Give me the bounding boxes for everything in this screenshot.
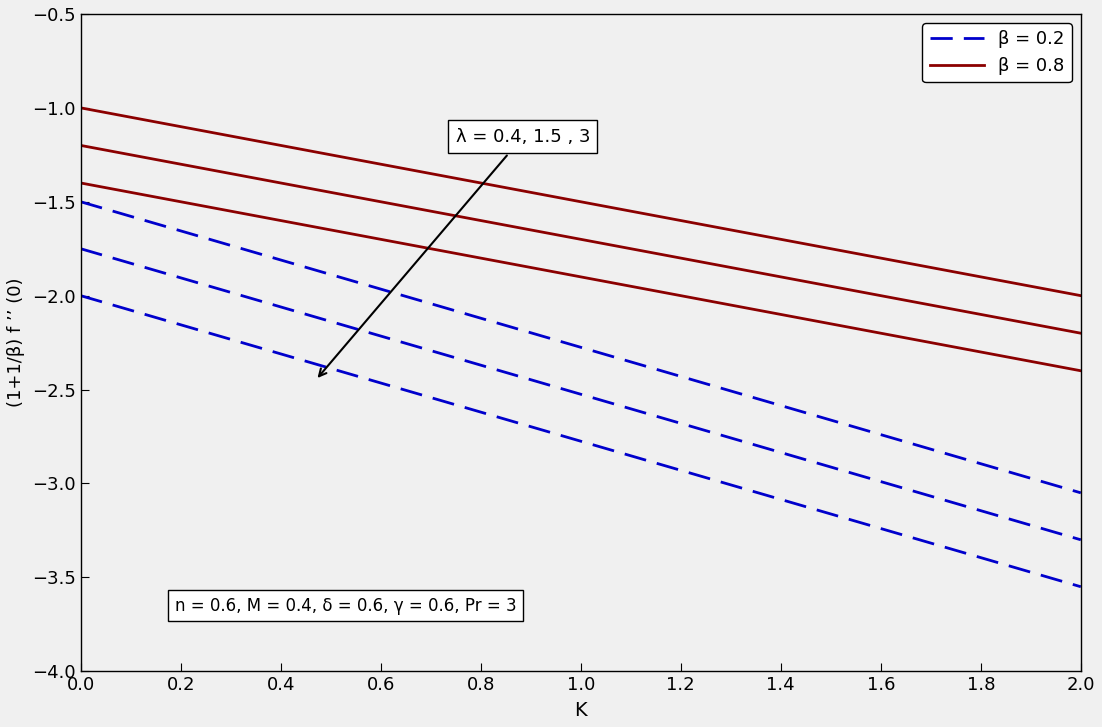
Legend: β = 0.2, β = 0.8: β = 0.2, β = 0.8 — [922, 23, 1072, 82]
X-axis label: K: K — [574, 701, 587, 720]
Y-axis label: (1+1/β) f ’’ (0): (1+1/β) f ’’ (0) — [7, 278, 25, 407]
Text: n = 0.6, M = 0.4, δ = 0.6, γ = 0.6, Pr = 3: n = 0.6, M = 0.4, δ = 0.6, γ = 0.6, Pr =… — [175, 597, 517, 614]
Text: λ = 0.4, 1.5 , 3: λ = 0.4, 1.5 , 3 — [318, 128, 591, 377]
